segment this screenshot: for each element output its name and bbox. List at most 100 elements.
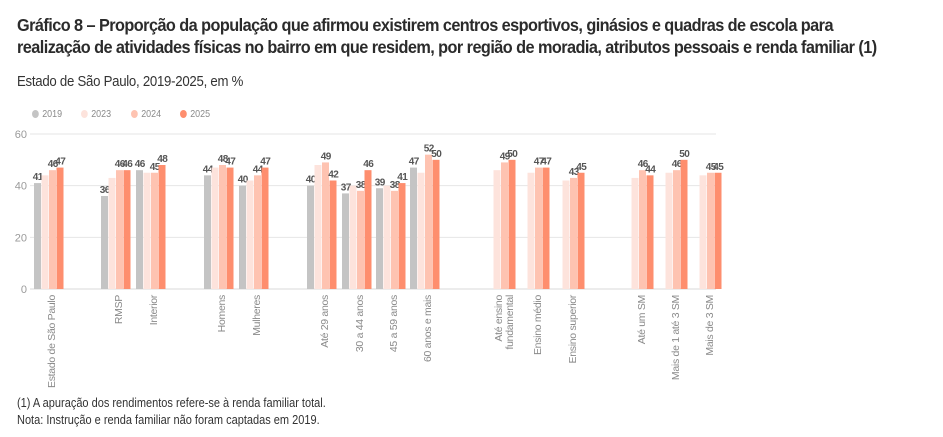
x-tick-label: Estado de São Paulo [46, 295, 58, 388]
data-label: 41 [397, 172, 408, 183]
data-label: 40 [306, 175, 317, 186]
data-label: 49 [321, 151, 332, 162]
data-label: 48 [218, 154, 229, 165]
data-label: 43 [569, 167, 580, 178]
data-label: 44 [203, 164, 214, 175]
legend-label-2025: 2025 [190, 108, 211, 120]
x-tick-label: Até um SM [636, 295, 648, 344]
data-label: 46 [638, 159, 649, 170]
data-label: 49 [500, 151, 511, 162]
bar-2023 [665, 172, 673, 289]
bar-2025 [226, 167, 234, 289]
data-label: 46 [115, 159, 126, 170]
category-group: 40 49 42 [306, 151, 340, 289]
bar-2023 [349, 185, 357, 289]
x-tick-label: Mais de 3 SM [704, 295, 716, 356]
bar-2024 [391, 190, 398, 289]
legend-swatch-2025 [180, 110, 187, 118]
data-label: 44 [645, 164, 656, 175]
bar-2025 [714, 172, 722, 289]
bar-2024 [707, 172, 714, 289]
bar-2024 [535, 167, 542, 289]
bar-2019 [307, 185, 314, 289]
chart-legend: 2019 2023 2024 2025 [32, 108, 215, 120]
legend-item-2019: 2019 [32, 108, 62, 120]
bar-2023 [527, 172, 535, 289]
bar-2024 [639, 170, 646, 289]
bar-2024 [219, 165, 226, 289]
x-tick-label: Até 29 anos [319, 295, 331, 348]
bar-2023 [383, 185, 391, 289]
x-tick-label: Até ensino [493, 295, 505, 342]
data-label: 44 [253, 164, 264, 175]
bar-2019 [34, 183, 41, 289]
x-tick-label: Interior [148, 294, 160, 325]
bar-2023 [143, 172, 151, 289]
bar-2025 [329, 180, 337, 289]
chart-subtitle: Estado de São Paulo, 2019-2025, em % [17, 73, 244, 90]
data-label: 46 [122, 159, 133, 170]
legend-swatch-2019 [32, 110, 39, 118]
data-label: 40 [238, 175, 249, 186]
bar-2024 [501, 162, 508, 289]
data-label: 46 [135, 159, 146, 170]
data-label: 37 [341, 182, 352, 193]
x-tick-label: 45 a 59 anos [388, 295, 400, 352]
bar-2024 [425, 154, 432, 289]
x-tick-label: Mais de 1 até 3 SM [670, 295, 682, 380]
x-tick-label: RMSP [113, 295, 125, 324]
bar-2025 [577, 172, 585, 289]
chart-title: Gráfico 8 – Proporção da população que a… [17, 15, 877, 57]
data-label: 47 [541, 157, 552, 168]
bar-2019 [101, 196, 108, 289]
x-tick-label: fundamental [504, 295, 516, 350]
data-label: 45 [150, 162, 161, 173]
bar-2024 [151, 172, 158, 289]
data-label: 47 [55, 157, 66, 168]
bar-2023 [211, 167, 219, 289]
data-label: 47 [409, 157, 420, 168]
footnote-income: (1) A apuração dos rendimentos refere-se… [17, 396, 326, 410]
y-tick-label: 0 [21, 284, 27, 296]
category-group: 37 38 46 [341, 159, 375, 289]
bar-2025 [432, 159, 440, 289]
bar-2025 [508, 159, 516, 289]
x-tick-label: 30 a 44 anos [354, 295, 366, 352]
legend-swatch-2024 [130, 110, 138, 118]
bar-2025 [542, 167, 550, 289]
x-tick-label: Ensino superior [567, 294, 579, 363]
data-label: 46 [363, 159, 374, 170]
data-label: 36 [100, 185, 111, 196]
data-label: 46 [48, 159, 59, 170]
data-label: 45 [713, 162, 724, 173]
data-label: 50 [507, 149, 518, 160]
x-tick-label: Homens [216, 295, 228, 332]
data-label: 46 [672, 159, 683, 170]
bar-2024 [322, 162, 329, 289]
bar-2024 [673, 170, 680, 289]
bar-2019 [410, 167, 417, 289]
data-label: 47 [260, 157, 271, 168]
bar-2023 [562, 180, 570, 289]
bar-2024 [357, 190, 364, 289]
data-label: 45 [706, 162, 717, 173]
data-label: 50 [431, 149, 442, 160]
bar-2024 [570, 177, 577, 289]
data-label: 38 [390, 180, 401, 191]
y-tick-label: 20 [15, 232, 27, 244]
bar-2019 [136, 170, 143, 289]
data-label: 45 [576, 162, 587, 173]
y-tick-label: 60 [15, 129, 27, 141]
bar-2023 [417, 172, 425, 289]
x-tick-label: Mulheres [251, 295, 263, 336]
